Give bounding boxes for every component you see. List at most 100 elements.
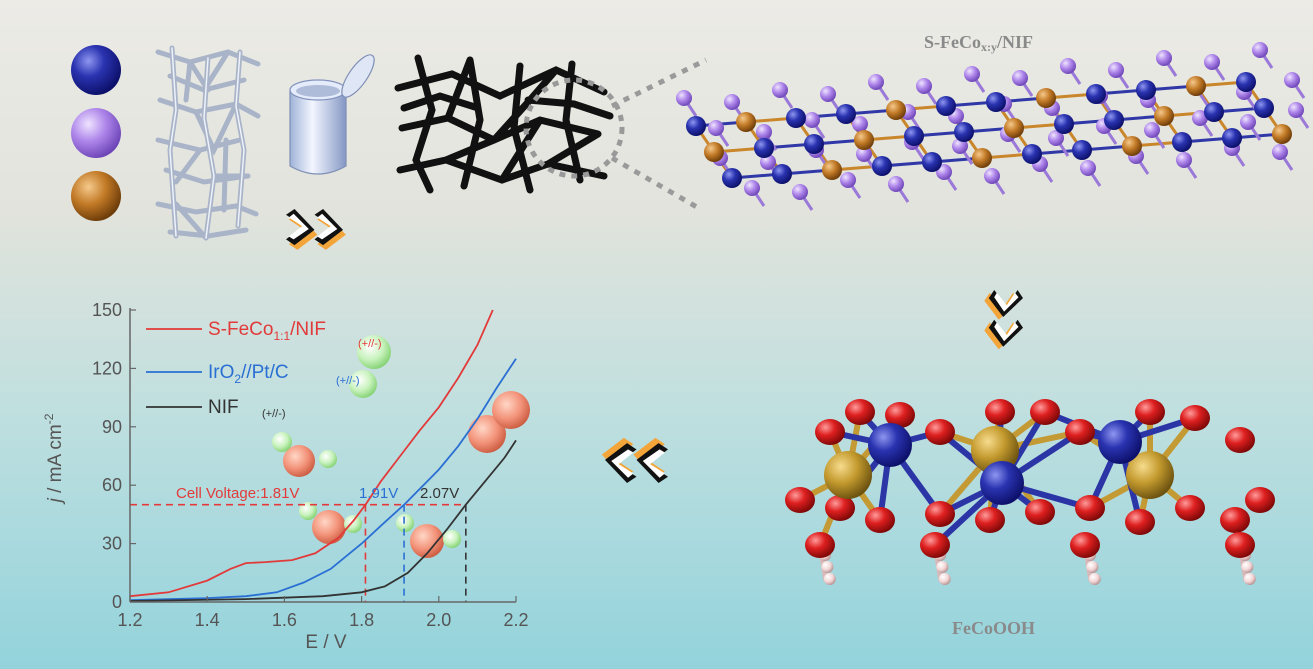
iron-atom-icon <box>1154 106 1174 126</box>
oxygen-atom-icon <box>815 419 845 445</box>
nickel-foam-icon <box>394 54 614 194</box>
iron-atom-icon <box>704 142 724 162</box>
iron-atom-icon <box>972 148 992 168</box>
iron-atom-icon <box>1126 451 1174 499</box>
sulfur-atom-icon <box>1048 130 1064 146</box>
double-chevron-down-icon <box>984 290 1023 350</box>
x-tick-label: 1.4 <box>195 610 220 630</box>
cobalt-atom-icon <box>986 92 1006 112</box>
oxygen-atom-icon <box>1180 405 1210 431</box>
bubble-icon <box>357 335 391 369</box>
oxygen-atom-icon <box>785 487 815 513</box>
cobalt-atom-icon <box>1236 72 1256 92</box>
bubble-icon <box>396 514 414 532</box>
sulfur-atom-icon <box>744 180 760 196</box>
legend-note: (+//-) <box>358 338 382 350</box>
hydrogen-atom-icon <box>938 573 951 585</box>
product-title: FeCoOOH <box>952 618 1035 638</box>
y-tick-label: 30 <box>102 534 122 554</box>
series-line <box>129 439 517 602</box>
cobalt-atom-icon <box>722 168 742 188</box>
iron-atom-icon <box>1272 124 1292 144</box>
cobalt-atom-icon <box>836 104 856 124</box>
x-tick-label: 2.2 <box>503 610 528 630</box>
sulfur-atom-icon <box>1288 102 1304 118</box>
bubble-icon <box>299 502 317 520</box>
cobalt-atom-icon <box>804 134 824 154</box>
iron-atom-icon <box>1122 136 1142 156</box>
voltage-annotation: 1.91V <box>359 485 398 502</box>
y-tick-label: 120 <box>92 358 122 378</box>
sulfur-atom-icon <box>1156 50 1172 66</box>
catalyst-title: S-FeCox:y/NIF <box>924 32 1033 54</box>
iron-atom-icon <box>1186 76 1206 96</box>
cobalt-atom-icon <box>1222 128 1242 148</box>
orange-sphere-icon <box>71 171 121 221</box>
sulfur-atom-icon <box>840 172 856 188</box>
hydrogen-atom-icon <box>1243 573 1256 585</box>
sulfur-atom-icon <box>1060 58 1076 74</box>
bubble-icon <box>443 530 461 548</box>
sulfur-atom-icon <box>804 112 820 128</box>
reactor-vessel-icon <box>289 54 375 175</box>
sulfur-atom-icon <box>984 168 1000 184</box>
iron-atom-icon <box>736 112 756 132</box>
y-tick-label: 150 <box>92 300 122 320</box>
y-tick-label: 0 <box>112 592 122 612</box>
bubble-icon <box>272 432 292 452</box>
bubble-icon <box>319 450 337 468</box>
oxygen-atom-icon <box>1025 499 1055 525</box>
cobalt-atom-icon <box>1086 84 1106 104</box>
cobalt-atom-icon <box>872 156 892 176</box>
series-line <box>129 358 517 601</box>
oxygen-atom-icon <box>1125 509 1155 535</box>
sulfur-atom-icon <box>852 116 868 132</box>
cobalt-atom-icon <box>1254 98 1274 118</box>
bubble-icon <box>349 370 377 398</box>
oxygen-atom-icon <box>925 419 955 445</box>
x-tick-label: 1.2 <box>117 610 142 630</box>
sulfur-atom-icon <box>1240 114 1256 130</box>
oxygen-atom-icon <box>1220 507 1250 533</box>
iron-atom-icon <box>886 100 906 120</box>
y-tick-label: 60 <box>102 475 122 495</box>
iron-atom-icon <box>1036 88 1056 108</box>
y-tick-label: 90 <box>102 417 122 437</box>
iron-atom-icon <box>822 160 842 180</box>
sulfur-atom-icon <box>772 82 788 98</box>
sulfur-atom-icon <box>1272 144 1288 160</box>
voltage-annotation: Cell Voltage:1.81V <box>176 485 299 502</box>
cobalt-atom-icon <box>1054 114 1074 134</box>
oxygen-atom-icon <box>1225 532 1255 558</box>
iron-atom-icon <box>824 451 872 499</box>
polarization-chart: 1.2 1.4 1.6 1.8 2.0 2.2 0 30 60 90 120 150 S-FeCo1:… <box>42 300 530 653</box>
legend-entry: S-FeCo1:1/NIF <box>208 319 326 343</box>
double-chevron-left-icon <box>602 438 668 483</box>
cobalt-atom-icon <box>1172 132 1192 152</box>
legend-note: (+//-) <box>262 408 286 420</box>
sulfur-atom-icon <box>708 120 724 136</box>
oxygen-atom-icon <box>825 495 855 521</box>
cobalt-atom-icon <box>1204 102 1224 122</box>
sulfur-atom-icon <box>1252 42 1268 58</box>
cobalt-atom-icon <box>980 461 1024 505</box>
sulfur-atom-icon <box>820 86 836 102</box>
blue-sphere-icon <box>71 45 121 95</box>
legend-note: (+//-) <box>336 375 360 387</box>
x-tick-label: 1.6 <box>272 610 297 630</box>
hydrogen-atom-icon <box>936 561 949 573</box>
sulfur-atom-icon <box>724 94 740 110</box>
voltage-annotation: 2.07V <box>420 485 459 502</box>
sulfur-atom-icon <box>1192 110 1208 126</box>
cobalt-atom-icon <box>1022 144 1042 164</box>
oxygen-atom-icon <box>1135 399 1165 425</box>
bubble-icon <box>312 510 346 544</box>
cobalt-atom-icon <box>936 96 956 116</box>
oxygen-atom-icon <box>920 532 950 558</box>
double-chevron-right-icon <box>286 209 346 250</box>
s-feco-crystal-structure <box>676 42 1310 211</box>
bubble-icon <box>283 445 315 477</box>
legend-entry: NIF <box>208 397 239 418</box>
cobalt-atom-icon <box>1072 140 1092 160</box>
